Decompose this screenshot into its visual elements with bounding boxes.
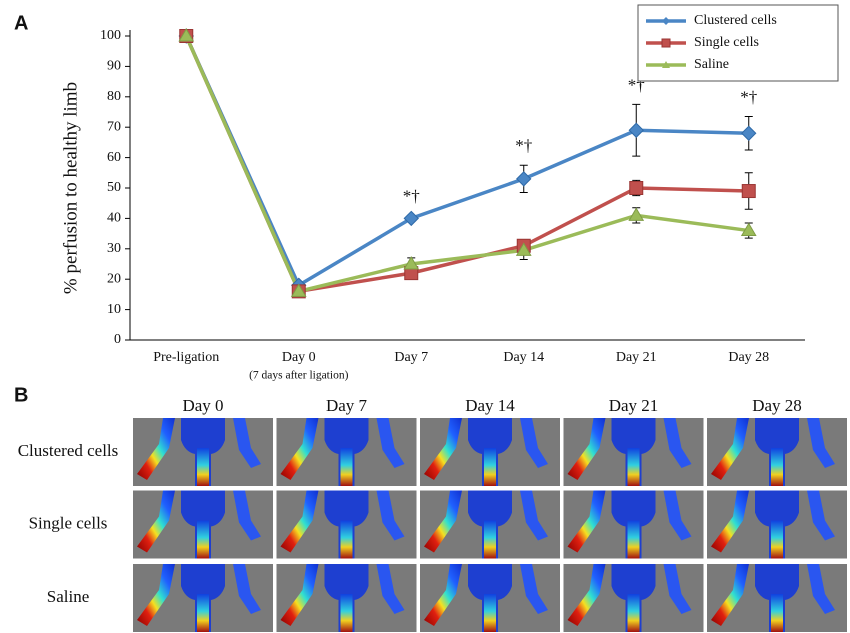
perfusion-image [277,491,417,559]
perfusion-image [564,564,704,632]
x-tick-label: Day 21 [616,350,657,365]
y-tick-label: 30 [107,241,121,256]
x-tick-label: Day 14 [503,350,544,365]
marker [629,123,643,137]
y-tick-label: 80 [107,89,121,104]
legend-label: Clustered cells [694,13,777,28]
significance-label: *† [403,186,420,205]
y-tick-label: 40 [107,211,121,226]
column-header: Day 14 [465,396,515,415]
significance-label: *† [740,87,757,106]
perfusion-image [707,491,847,559]
perfusion-image [420,418,560,486]
y-tick-label: 20 [107,271,121,286]
perfusion-image [564,418,704,486]
y-tick-label: 60 [107,150,121,165]
perfusion-image [707,564,847,632]
x-tick-label: Day 0 [282,350,316,365]
y-tick-label: 70 [107,119,121,134]
y-tick-label: 0 [114,332,121,347]
figure: A B 0 10 20 30 40 50 60 70 80 90 100 % perfusion to… [0,0,850,633]
x-tick-label: Day 7 [394,350,428,365]
legend-marker [662,39,670,47]
perfusion-image [277,564,417,632]
panel-label: B [14,384,28,406]
row-header: Saline [47,587,90,606]
y-axis-label: % perfusion to healthy limb [60,82,81,294]
significance-label: *† [515,136,532,155]
x-tick-label: Day 28 [728,350,769,365]
perfusion-image [133,491,273,559]
perfusion-image [420,564,560,632]
row-header: Clustered cells [18,441,119,460]
line-chart: 0 10 20 30 40 50 60 70 80 90 100 % perfusion to hea… [60,5,838,382]
y-tick-label: 90 [107,59,121,74]
marker [630,182,643,195]
column-header: Day 28 [752,396,802,415]
panel-label: A [14,12,28,34]
marker [742,126,756,140]
legend-label: Single cells [694,35,759,50]
perfusion-image [707,418,847,486]
column-header: Day 7 [326,396,368,415]
perfusion-image [133,564,273,632]
perfusion-image [420,491,560,559]
x-tick-label: Pre-ligation [153,350,219,365]
image-grid: Day 0 Day 7 Day 14 Day 21 Day 28 Clustered ce… [18,396,847,632]
row-header: Single cells [29,513,108,532]
column-header: Day 0 [182,396,223,415]
legend-label: Saline [694,57,729,72]
y-tick-label: 50 [107,180,121,195]
y-tick-label: 100 [100,28,121,43]
perfusion-image [277,418,417,486]
perfusion-image [564,491,704,559]
x-tick-sublabel: (7 days after ligation) [249,370,348,382]
column-header: Day 21 [609,396,659,415]
marker [517,172,531,186]
perfusion-image [133,418,273,486]
marker [742,185,755,198]
y-tick-label: 10 [107,302,121,317]
